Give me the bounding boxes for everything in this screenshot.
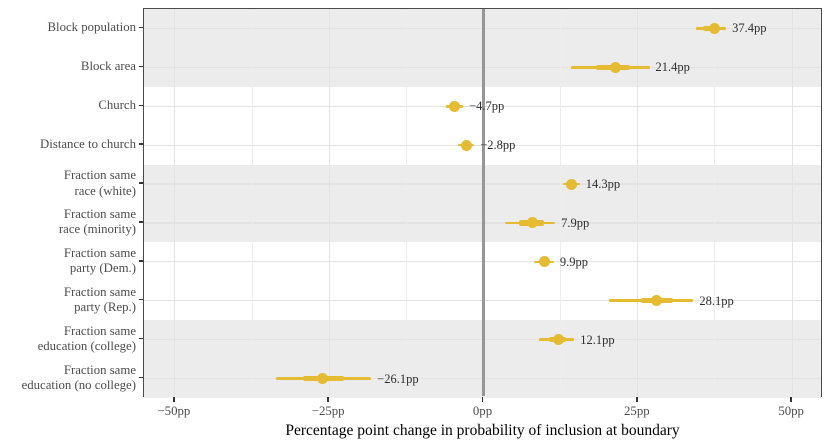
y-axis-tick-mark xyxy=(138,337,143,340)
x-axis-tick-label: −50pp xyxy=(157,404,191,418)
gridline-vertical-minor xyxy=(714,9,716,396)
x-axis-tick-label: 0pp xyxy=(472,404,493,418)
y-axis-category-label: Block area xyxy=(80,59,136,74)
point-estimate-dot xyxy=(460,139,472,151)
y-axis-category-label: Block population xyxy=(47,20,136,35)
y-axis-tick-mark xyxy=(138,104,143,106)
point-estimate-dot xyxy=(552,334,564,346)
point-value-label: −26.1pp xyxy=(377,371,419,386)
y-axis-tick-mark xyxy=(138,260,143,262)
gridline-vertical-minor xyxy=(560,9,562,396)
y-axis-tick-mark xyxy=(138,26,143,29)
x-axis-tick-label: 50pp xyxy=(778,404,804,418)
y-axis-category-label: Fraction same education (no college) xyxy=(21,362,136,393)
y-axis-tick-mark xyxy=(138,143,143,145)
gridline-vertical-major xyxy=(791,9,793,396)
y-axis-category-label: Fraction same race (white) xyxy=(63,168,136,198)
point-value-label: 14.3pp xyxy=(585,177,621,192)
point-estimate-dot xyxy=(539,256,551,268)
x-axis-tick-label: −25pp xyxy=(311,404,345,418)
point-value-label: 28.1pp xyxy=(699,293,734,308)
point-value-label: −4.7pp xyxy=(469,99,505,114)
gridline-vertical-major xyxy=(174,9,176,396)
point-value-label: 12.1pp xyxy=(580,332,615,347)
x-axis-tick-mark xyxy=(481,397,484,402)
y-axis-tick-mark xyxy=(138,299,143,301)
x-axis-title: Percentage point change in probability o… xyxy=(285,422,680,439)
y-axis-category-label: Distance to church xyxy=(40,137,136,152)
x-axis-tick-mark xyxy=(636,397,638,402)
y-axis-category-label: Fraction same race (minority) xyxy=(58,207,136,237)
point-estimate-dot xyxy=(708,22,720,34)
gridline-vertical-major xyxy=(637,9,639,396)
point-value-label: 9.9pp xyxy=(559,254,588,269)
point-estimate-dot xyxy=(316,373,328,385)
point-value-label: −2.8pp xyxy=(480,138,516,153)
zero-reference-line xyxy=(482,9,485,396)
y-axis-category-label: Fraction same party (Dem.) xyxy=(63,246,136,276)
point-estimate-dot xyxy=(526,217,538,229)
y-axis-category-label: Fraction same party (Rep.) xyxy=(63,285,136,315)
point-estimate-dot xyxy=(566,178,578,190)
point-estimate-dot xyxy=(448,100,460,112)
x-axis-tick-mark xyxy=(327,397,329,402)
point-value-label: 7.9pp xyxy=(561,215,590,230)
y-axis-tick-mark xyxy=(138,65,143,68)
y-axis-category-label: Church xyxy=(98,98,136,113)
gridline-vertical-major xyxy=(328,9,330,396)
point-value-label: 21.4pp xyxy=(655,60,690,75)
y-axis-tick-mark xyxy=(138,221,143,223)
gridline-vertical-minor xyxy=(251,9,253,396)
x-axis-tick-label: 25pp xyxy=(624,404,650,418)
point-estimate-dot xyxy=(610,61,622,73)
x-axis-tick-mark xyxy=(790,397,792,402)
y-axis-tick-mark xyxy=(138,182,143,184)
point-estimate-dot xyxy=(651,295,663,307)
point-value-label: 37.4pp xyxy=(732,21,767,36)
gridline-vertical-minor xyxy=(405,9,407,396)
y-axis-category-label: Fraction same education (college) xyxy=(37,324,136,354)
x-axis-tick-mark xyxy=(173,397,175,402)
plot-panel: 37.4pp 21.4pp −4.7pp −2.8pp 14.3pp 7.9pp 9.9pp… xyxy=(143,8,822,398)
y-axis-tick-mark xyxy=(138,376,143,379)
